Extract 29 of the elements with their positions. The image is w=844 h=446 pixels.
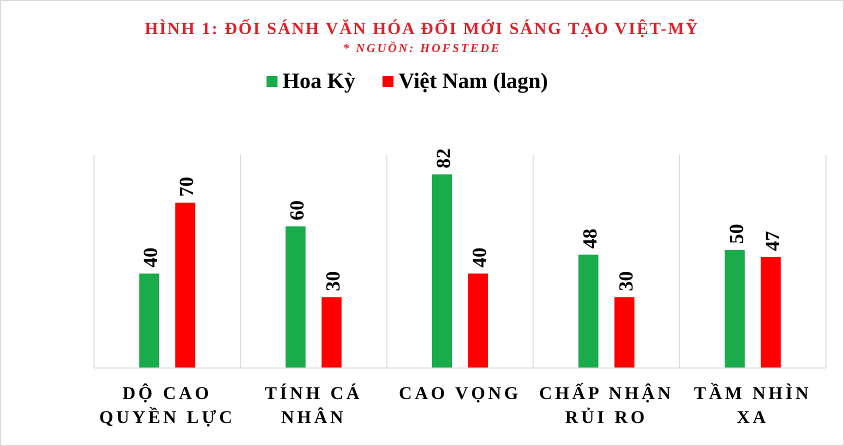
bar — [760, 257, 781, 368]
x-tick-label: CAO VỌNG — [398, 383, 522, 403]
chart-subtitle: * NGUỒN: HOFSTEDE — [342, 41, 502, 55]
x-tick-label: TÍNH CÁ NHÂN — [264, 383, 362, 427]
bar — [139, 274, 160, 368]
data-label: 82 — [433, 148, 455, 168]
x-tick-label: TẦM NHÌN XA — [694, 382, 812, 427]
data-label: 70 — [176, 176, 198, 197]
chart-title: HÌNH 1: ĐỐI SÁNH VĂN HÓA ĐỔI MỚI SÁNG TẠO VIỆT-MỸ — [144, 18, 700, 38]
data-label: 30 — [615, 271, 638, 292]
data-label: 30 — [322, 271, 345, 292]
data-label: 40 — [140, 248, 162, 268]
data-label: 47 — [762, 231, 784, 252]
x-tick-label: CHẤP NHẬN RỦI RO — [539, 382, 674, 427]
x-tick-label: DỘ CAO QUYỀN LỰC — [99, 383, 236, 427]
legend-label: Hoa Kỳ — [282, 68, 356, 93]
bar — [286, 226, 306, 368]
data-label: 50 — [726, 224, 748, 244]
data-label: 48 — [579, 228, 602, 249]
bar — [175, 202, 196, 368]
data-label: 40 — [469, 248, 491, 268]
bar — [614, 297, 634, 368]
bar — [724, 250, 745, 368]
bar — [578, 254, 598, 368]
bar — [432, 174, 452, 368]
data-label: 60 — [286, 200, 309, 220]
legend-label: Việt Nam (lagn) — [398, 68, 548, 93]
bar — [468, 274, 488, 368]
bar — [322, 297, 342, 368]
